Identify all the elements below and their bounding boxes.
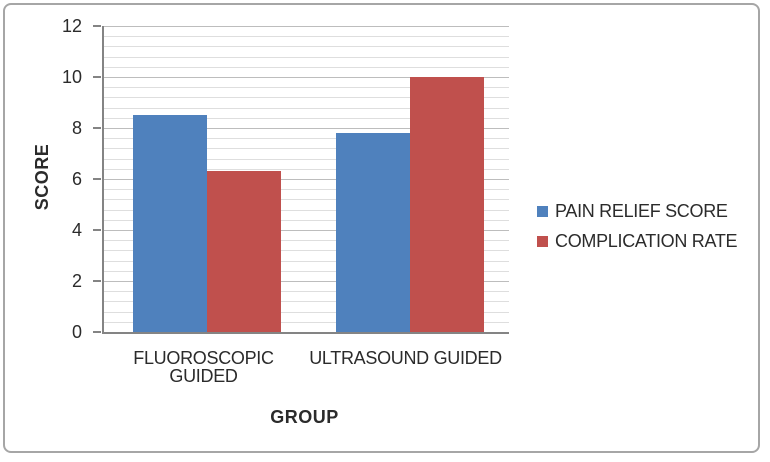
legend-label: PAIN RELIEF SCORE [555, 201, 728, 221]
gridline-minor [104, 199, 509, 200]
bar-complication-rate-fluoroscopic-guided [207, 171, 281, 332]
legend: PAIN RELIEF SCORE COMPLICATION RATE [537, 202, 738, 251]
gridline-minor [104, 57, 509, 58]
y-tick-label: 2 [71, 271, 82, 291]
legend-label: COMPLICATION RATE [555, 231, 738, 251]
bar-pain-relief-score-fluoroscopic-guided [133, 115, 207, 332]
gridline-minor [104, 240, 509, 241]
y-tick-mark [93, 229, 101, 231]
gridline-minor [104, 36, 509, 37]
y-tick-mark [93, 178, 101, 180]
gridline-minor [104, 159, 509, 160]
gridline-minor [104, 301, 509, 302]
bar-complication-rate-ultrasound-guided [410, 77, 484, 332]
y-tick-label: 10 [61, 67, 82, 87]
y-tick-label: 0 [71, 322, 82, 342]
gridline-minor [104, 189, 509, 190]
y-tick-mark [93, 331, 101, 333]
gridline-minor [104, 169, 509, 170]
x-category-label-text: FLUOROSCOPIC GUIDED [133, 348, 274, 386]
gridline-minor [104, 46, 509, 47]
legend-swatch-icon [537, 205, 548, 217]
y-tick-label: 12 [61, 16, 82, 36]
gridline-minor [104, 250, 509, 251]
gridline-major [104, 230, 509, 231]
gridline-major [104, 128, 509, 129]
x-axis-title: GROUP [270, 407, 339, 427]
y-tick-mark [93, 127, 101, 129]
y-tick-mark [93, 280, 101, 282]
legend-item-pain-relief-score: PAIN RELIEF SCORE [537, 202, 737, 220]
gridline-minor [104, 67, 509, 68]
y-tick-label: 8 [71, 118, 82, 138]
gridline-minor [104, 261, 509, 262]
y-tick-mark [93, 76, 101, 78]
gridline-major [104, 281, 509, 282]
gridline-minor [104, 291, 509, 292]
gridline-major [104, 77, 509, 78]
x-category-label-text: ULTRASOUND GUIDED [309, 348, 502, 368]
gridline-minor [104, 271, 509, 272]
gridline-minor [104, 97, 509, 98]
gridline-minor [104, 118, 509, 119]
gridline-minor [104, 138, 509, 139]
y-tick-label: 6 [71, 169, 82, 189]
gridline-minor [104, 87, 509, 88]
gridline-minor [104, 108, 509, 109]
legend-item-complication-rate: COMPLICATION RATE [537, 231, 738, 251]
plot-area [102, 26, 509, 334]
gridline-minor [104, 210, 509, 211]
gridline-minor [104, 148, 509, 149]
gridline-minor [104, 220, 509, 221]
gridline-minor [104, 322, 509, 323]
gridline-major [104, 26, 509, 27]
bar-pain-relief-score-ultrasound-guided [336, 133, 410, 332]
y-tick-mark [93, 25, 101, 27]
gridline-minor [104, 312, 509, 313]
y-tick-label: 4 [71, 220, 82, 240]
legend-swatch-icon [537, 235, 548, 247]
x-category-label-ultrasound: ULTRASOUND GUIDED [304, 349, 507, 367]
gridline-major [104, 179, 509, 180]
x-category-label-fluoroscopic: FLUOROSCOPIC GUIDED [102, 349, 305, 385]
